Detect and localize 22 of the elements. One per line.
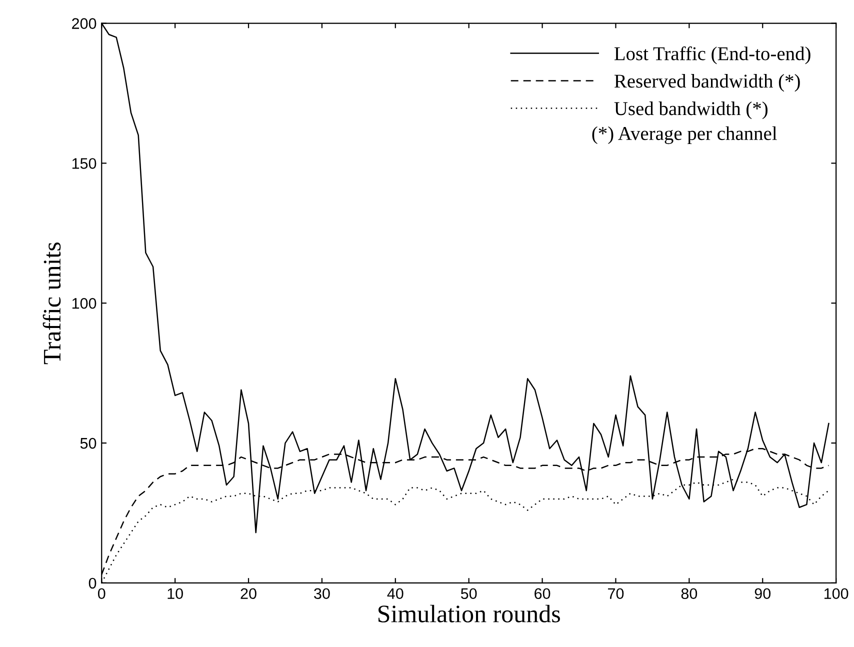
y-tick-label: 200 [72, 18, 96, 29]
legend-label: Used bandwidth (*) [614, 102, 768, 120]
x-tick-label: 90 [754, 588, 771, 600]
x-tick-label: 100 [824, 588, 848, 600]
x-tick-label: 30 [314, 588, 330, 600]
annotation: (*) Average per channel [592, 126, 777, 144]
y-tick-label: 100 [72, 298, 96, 309]
x-tick-label: 80 [681, 588, 698, 600]
x-tick-label: 70 [608, 588, 624, 600]
x-tick-label: 20 [240, 588, 256, 600]
legend-label: Lost Traffic (End-to-end) [614, 46, 810, 64]
x-tick-label: 50 [460, 588, 477, 600]
x-tick-label: 0 [98, 588, 106, 600]
x-tick-label: 40 [387, 588, 404, 600]
x-tick-label: 60 [534, 588, 550, 600]
y-tick-label: 150 [72, 158, 96, 169]
y-tick-label: 0 [88, 578, 96, 589]
x-axis-title: Simulation rounds [378, 604, 560, 622]
y-axis-title: Traffic units [42, 242, 61, 364]
legend-label: Reserved bandwidth (*) [614, 74, 800, 92]
y-tick-label: 50 [80, 438, 96, 449]
x-tick-label: 10 [168, 588, 183, 600]
